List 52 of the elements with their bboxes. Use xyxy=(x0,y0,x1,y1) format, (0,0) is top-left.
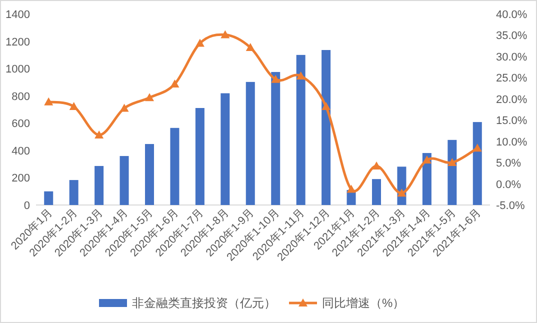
bar xyxy=(69,180,78,205)
bar xyxy=(94,166,104,205)
point xyxy=(195,38,204,47)
point xyxy=(44,97,54,106)
y2-tick-label: 10.0% xyxy=(496,136,528,148)
bar xyxy=(246,82,255,205)
y2-tick-label: 35.0% xyxy=(496,30,528,42)
point xyxy=(69,102,78,110)
y2-tick-label: 25.0% xyxy=(496,72,528,85)
point xyxy=(322,102,331,110)
point xyxy=(422,156,432,164)
bar xyxy=(170,128,180,205)
point xyxy=(246,43,255,52)
bar xyxy=(448,140,457,205)
bar xyxy=(145,144,154,205)
bar xyxy=(296,54,306,205)
bar xyxy=(271,72,280,205)
bar xyxy=(220,93,230,205)
y2-tick-label: 15.0% xyxy=(496,115,528,128)
y-tick-label: 400 xyxy=(12,145,30,158)
y-tick-label: 1400 xyxy=(6,9,30,21)
point xyxy=(220,30,230,38)
y-tick-label: 0 xyxy=(24,200,30,212)
y2-tick-label: 0.0% xyxy=(496,178,522,191)
y-tick-label: 200 xyxy=(12,172,30,185)
y-tick-label: 600 xyxy=(12,118,30,130)
point xyxy=(372,161,381,170)
point xyxy=(145,93,154,102)
legend-label: 非金融类直接投资（亿元） xyxy=(132,296,276,310)
bar xyxy=(195,108,204,205)
y-tick-label: 1200 xyxy=(6,36,30,48)
point xyxy=(120,104,129,112)
legend-label: 同比增速（%） xyxy=(322,296,405,310)
point xyxy=(170,80,180,88)
y2-tick-label: 30.0% xyxy=(496,51,528,64)
y2-tick-label: 5.0% xyxy=(496,158,522,170)
point xyxy=(448,158,457,166)
point xyxy=(94,130,104,138)
bar xyxy=(44,191,54,205)
bar xyxy=(322,50,331,205)
y2-tick-label: -5.0% xyxy=(496,200,525,212)
y-tick-label: 800 xyxy=(12,90,30,103)
y2-tick-label: 20.0% xyxy=(496,94,528,106)
point xyxy=(397,188,406,197)
point xyxy=(346,184,356,193)
y2-tick-label: 40.0% xyxy=(496,9,528,21)
bar xyxy=(422,153,432,205)
bar xyxy=(120,156,129,205)
bar xyxy=(472,122,482,205)
point xyxy=(271,74,280,83)
y-tick-label: 1000 xyxy=(6,64,30,76)
bar xyxy=(372,179,381,205)
